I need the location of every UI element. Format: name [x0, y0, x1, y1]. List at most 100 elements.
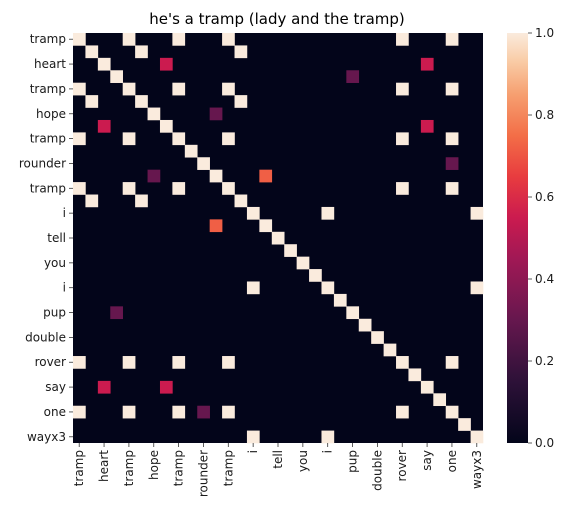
y-tick-label: tramp — [30, 32, 66, 46]
heatmap-cell — [445, 157, 459, 170]
y-tick-label: wayx3 — [27, 430, 66, 444]
colorbar-tick-label: 1.0 — [535, 26, 554, 40]
colorbar-tick-label: 0.0 — [535, 436, 554, 450]
heatmap-cell — [259, 219, 273, 233]
x-tick-label: rounder — [196, 450, 210, 497]
heatmap-cell — [122, 182, 136, 195]
x-tick-label: you — [296, 450, 310, 472]
heatmap-cell — [110, 70, 123, 83]
heatmap-cell — [346, 306, 360, 320]
heatmap-cell — [222, 405, 235, 419]
heatmap-cell — [222, 182, 235, 195]
heatmap-cell — [420, 380, 434, 394]
x-tick-label: one — [445, 450, 459, 472]
heatmap-cell — [396, 405, 409, 419]
y-tick-label: pup — [43, 306, 66, 320]
heatmap-cell — [445, 405, 459, 419]
heatmap-cell — [172, 132, 186, 146]
heatmap-cell — [73, 33, 86, 46]
heatmap-cell — [172, 33, 186, 46]
heatmap-cell — [73, 356, 86, 369]
y-tick-labels: tramp heart tramp hope tramp rounder tramp i tel… — [19, 32, 73, 444]
y-tick-label: heart — [34, 57, 66, 71]
heatmap-cell — [122, 132, 136, 146]
heatmap-cell — [73, 182, 86, 195]
heatmap-cell — [445, 356, 459, 369]
heatmap-cell — [85, 194, 99, 208]
heatmap-cell — [135, 194, 148, 208]
heatmap-cell — [445, 82, 459, 96]
heatmap-cell — [458, 418, 471, 431]
heatmap-cell — [209, 169, 223, 183]
x-tick-label: tell — [271, 450, 285, 469]
heatmap-cell — [246, 430, 260, 444]
heatmap-cell — [396, 33, 409, 46]
heatmap-cell — [159, 380, 173, 394]
heatmap-cell — [197, 157, 210, 170]
heatmap-cell — [209, 219, 223, 233]
heatmap-cell — [159, 119, 173, 133]
colorbar: 0.0 0.2 0.4 0.6 0.8 1.0 — [507, 26, 554, 450]
x-tick-label: wayx3 — [470, 450, 484, 489]
y-tick-label: one — [44, 405, 66, 419]
heatmap-cell — [122, 405, 136, 419]
heatmap-cell — [122, 33, 136, 46]
x-tick-labels: tramp heart tramp hope tramp rounder tramp i tel… — [72, 443, 484, 497]
y-tick-label: tramp — [30, 132, 66, 146]
heatmap-cell — [73, 405, 86, 419]
heatmap-cell — [135, 45, 148, 59]
chart-title: he's a tramp (lady and the tramp) — [149, 10, 405, 28]
y-tick-label: rover — [35, 355, 66, 369]
heatmap-cell — [296, 256, 310, 270]
y-tick-label: you — [44, 256, 66, 270]
x-tick-label: tramp — [172, 450, 186, 486]
heatmap-cell — [358, 318, 372, 332]
x-tick-label: heart — [97, 450, 111, 482]
heatmap-cell — [159, 57, 173, 71]
colorbar-gradient — [507, 33, 528, 443]
heatmap-cell — [147, 107, 161, 121]
heatmap-cell — [321, 206, 335, 220]
heatmap-cell — [197, 405, 210, 419]
x-tick-label: hope — [147, 450, 161, 480]
heatmap-cell — [222, 82, 235, 96]
heatmap-cell — [470, 281, 484, 295]
y-tick-label: tramp — [30, 82, 66, 96]
y-tick-label: rounder — [19, 156, 66, 170]
x-tick-label: pup — [346, 450, 360, 473]
heatmap-cell — [433, 393, 447, 407]
heatmap-cell — [222, 356, 235, 369]
heatmap-cell — [172, 182, 186, 195]
heatmap-cell — [396, 356, 409, 369]
heatmap-cell — [85, 45, 99, 59]
heatmap-cell — [259, 169, 273, 183]
x-tick-label: say — [420, 450, 434, 471]
y-tick-label: tramp — [30, 181, 66, 195]
x-tick-label: i — [246, 450, 260, 453]
heatmap-cell — [371, 331, 384, 344]
heatmap-cell — [172, 356, 186, 369]
heatmap-cell — [110, 306, 123, 320]
heatmap-cell — [97, 119, 111, 133]
heatmap-cell — [222, 132, 235, 146]
heatmap-cell — [271, 231, 285, 245]
heatmap-cell — [321, 281, 335, 295]
x-tick-label: tramp — [72, 450, 86, 486]
heatmap-cell — [383, 343, 397, 357]
heatmap-cell — [470, 206, 484, 220]
heatmap-cell — [246, 281, 260, 295]
heatmap-cell — [122, 356, 136, 369]
colorbar-tick-label: 0.2 — [535, 354, 554, 368]
heatmap-cell — [97, 57, 111, 71]
heatmap-cell — [445, 182, 459, 195]
heatmap-cell — [445, 132, 459, 146]
y-tick-label: tell — [47, 231, 66, 245]
heatmap-cell — [309, 269, 322, 282]
heatmap-cell — [172, 405, 186, 419]
heatmap-cell — [147, 169, 161, 183]
heatmap-cell — [209, 107, 223, 121]
y-tick-label: i — [63, 206, 66, 220]
heatmap-cell — [184, 144, 198, 158]
heatmap-cell — [396, 132, 409, 146]
heatmap-cell — [172, 82, 186, 96]
